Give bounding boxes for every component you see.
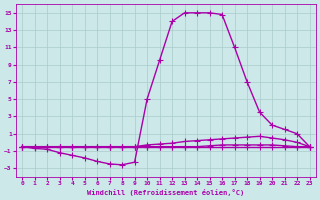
X-axis label: Windchill (Refroidissement éolien,°C): Windchill (Refroidissement éolien,°C) (87, 189, 244, 196)
